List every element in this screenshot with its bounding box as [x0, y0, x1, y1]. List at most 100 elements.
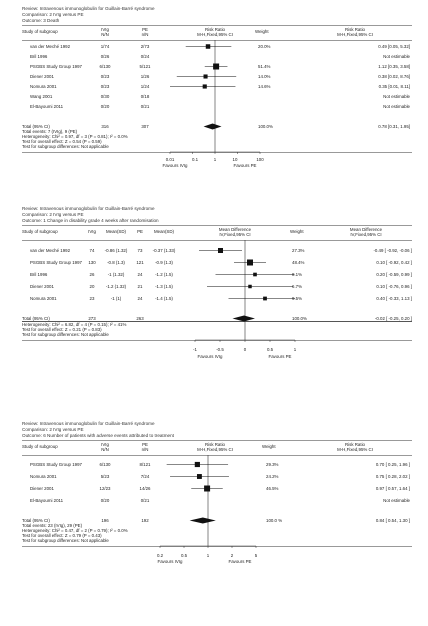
footer-line: Heterogeneity: Chi² = 0.97, df = 3 (P = … [22, 134, 128, 139]
weight-value: 46.5% [266, 486, 279, 491]
study-estimate-square [247, 259, 253, 266]
col-pe-mean-header: Mean(SD) [153, 229, 174, 234]
study-estimate-square [248, 284, 252, 289]
pe-events: 0/21 [140, 104, 150, 109]
pe-n: 73 [137, 248, 143, 253]
pe-mean: -0.9 (1.3) [155, 260, 173, 265]
forest-plot-adverse-events: Review: Intravenous immunoglobulin for G… [0, 415, 428, 626]
total-ci: 0.78 [0.31, 1.95] [378, 124, 410, 129]
total-pe: 307 [141, 124, 149, 129]
pe-events: 1/26 [140, 74, 150, 79]
ci-value: 0.40 [ -0.33, 1.13 ] [376, 296, 412, 301]
study-estimate-square [253, 272, 257, 277]
footer-line: Test for subgroup differences: Not appli… [22, 144, 109, 149]
axis-tick-label: 0.5 [266, 347, 274, 352]
total-weight: 100.0 % [266, 518, 283, 523]
ivig-mean: -1 (1.32) [107, 272, 125, 277]
axis-tick-label: 0.01 [165, 157, 175, 162]
col-pe-header: PE [142, 27, 148, 32]
total-pe: 192 [141, 518, 149, 523]
study-name: PSGBS Study Group 1997 [30, 462, 82, 467]
study-estimate-square [202, 84, 207, 89]
forest-plot-disability: Review: Intravenous immunoglobulin for G… [0, 200, 428, 415]
weight-value: 24.2% [266, 474, 279, 479]
pe-n: 121 [136, 260, 144, 265]
axis-tick-label: 0.2 [156, 553, 164, 558]
study-name: Diener 2001 [30, 74, 54, 79]
total-ivig: 273 [88, 316, 96, 321]
pe-events: 1/24 [140, 84, 150, 89]
col-weight-header: Weight [290, 229, 304, 234]
study-estimate-square [203, 74, 208, 79]
favours-right-label: Favours PE [268, 354, 292, 359]
col-pe-sub: n/N [141, 32, 149, 37]
ci-value: 0.38 [0.02, 8.76] [378, 74, 410, 79]
study-name: PSGBS Study Group 1997 [30, 260, 82, 265]
col-effect-sub: M-H,Fixed,95% CI [197, 447, 233, 452]
col-effect-header: Risk Ratio [204, 27, 225, 32]
pe-events: 0/21 [140, 498, 150, 503]
ivig-events: 0/20 [100, 498, 110, 503]
ci-value: 0.20 [ -0.59, 0.99 ] [376, 272, 412, 277]
col-pe-header: PE [142, 442, 148, 447]
ivig-mean: -1.2 (1.32) [105, 284, 127, 289]
weight-value: 29.3% [266, 462, 279, 467]
ci-value: 0.75 [ 0.28, 2.02 ] [375, 474, 410, 479]
pe-mean: -1.2 (1.5) [155, 272, 173, 277]
col-weight-header: Weight [262, 444, 276, 449]
ivig-events: 1/74 [100, 44, 110, 49]
ivig-events: 6/130 [99, 462, 111, 467]
study-estimate-square [205, 44, 211, 49]
total-label: Total (95% CI) [22, 518, 50, 523]
study-estimate-square [213, 63, 220, 70]
col-ivig-header: IVIg [101, 27, 109, 32]
col-effect-sub: IV,Fixed,95% CI [219, 232, 251, 237]
total-label: Total (95% CI) [22, 124, 50, 129]
outcome-label: Outcome: 1 Change in disability grade 4 … [22, 218, 159, 223]
favours-right-label: Favours PE [233, 163, 257, 168]
footer-line: Test for overall effect: Z = 0.54 (P = 0… [22, 139, 102, 144]
pooled-estimate-diamond [232, 315, 255, 322]
ci-value: Not estimable [383, 54, 410, 59]
pe-mean: -1.4 (1.5) [155, 296, 173, 301]
weight-value: 8.1% [292, 272, 303, 277]
ci-value: Not estimable [383, 104, 410, 109]
weight-value: 9.5% [292, 296, 303, 301]
total-pe: 263 [136, 316, 144, 321]
study-name: Bril 1996 [30, 272, 48, 277]
axis-tick-label: 1 [293, 347, 297, 352]
ivig-events: 0/23 [100, 84, 110, 89]
axis-tick-label: -1 [193, 347, 197, 352]
study-name: van der Meché 1992 [30, 44, 71, 49]
col-effect2-sub: M-H,Fixed,95% CI [337, 447, 373, 452]
study-estimate-square [204, 485, 211, 492]
axis-tick-label: 1 [213, 157, 217, 162]
ci-value: Not estimable [383, 498, 410, 503]
col-study-header: Study of subgroup [22, 444, 58, 449]
comparison-label: Comparison: 2 IVIg versus PE [22, 12, 84, 17]
ivig-events: 0/23 [100, 74, 110, 79]
weight-value: 14.0% [258, 74, 271, 79]
col-pe-n-header: PE [137, 229, 143, 234]
ci-value: 0.97 [ 0.57, 1.64 ] [375, 486, 410, 491]
axis-tick-label: 5 [254, 553, 258, 558]
outcome-label: Outcome: 3 Death [22, 18, 60, 23]
ci-value: 0.49 [0.05, 5.32] [378, 44, 410, 49]
axis-tick-label: 0 [243, 347, 247, 352]
pe-events: 8/121 [139, 462, 151, 467]
study-name: Nomura 2001 [30, 84, 57, 89]
study-name: El-Bayoumi 2011 [30, 104, 64, 109]
footer-line: Heterogeneity: Chi² = 6.82, df = 4 (P = … [22, 322, 127, 327]
col-ivig-sub: N/N [101, 32, 109, 37]
col-study-header: Study of subgroup [22, 229, 58, 234]
study-name: Bril 1996 [30, 54, 48, 59]
col-effect2-header: Risk Ratio [344, 27, 365, 32]
pe-events: 5/121 [139, 64, 151, 69]
total-ivig: 316 [101, 124, 109, 129]
ci-value: 0.35 [0.01, 8.11] [378, 84, 410, 89]
total-weight: 100.0% [292, 316, 307, 321]
ivig-events: 6/130 [99, 64, 111, 69]
pooled-estimate-diamond [189, 517, 216, 524]
ivig-n: 26 [89, 272, 95, 277]
